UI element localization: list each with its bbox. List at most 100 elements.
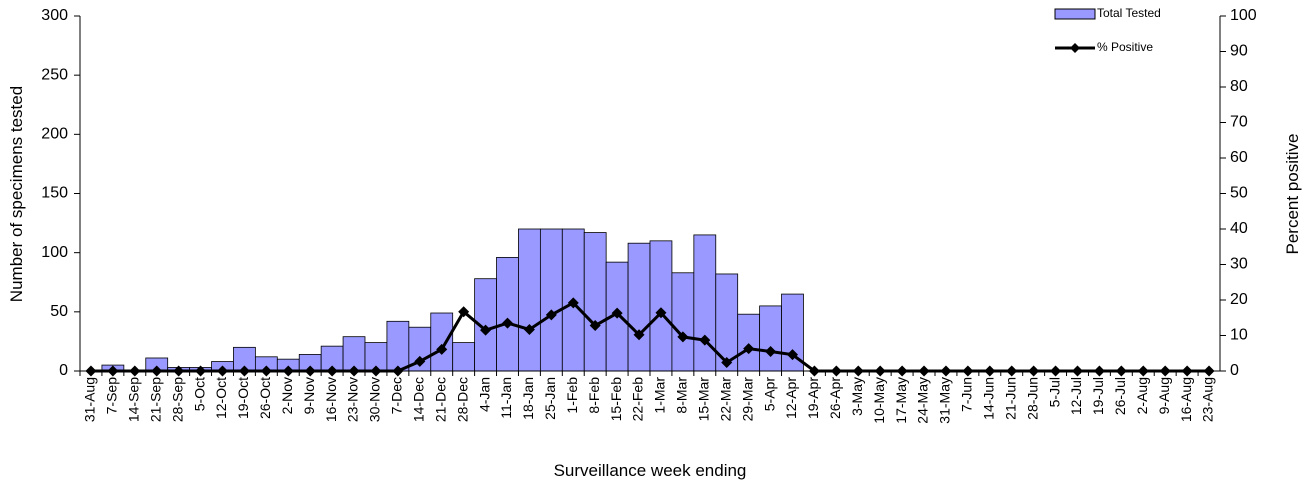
- x-tick-label: 19-Jul: [1090, 377, 1106, 415]
- y-tick-label: 50: [50, 303, 68, 320]
- x-tick-label: 2-Aug: [1134, 377, 1150, 414]
- legend-item: % Positive: [1055, 40, 1153, 54]
- x-tick-label: 21-Sep: [147, 377, 163, 422]
- bar: [627, 242, 651, 372]
- marker: [633, 329, 645, 341]
- y2-tick-label: 0: [1230, 362, 1239, 379]
- x-tick-label: 29-Mar: [739, 377, 755, 422]
- y-tick-label: 150: [41, 185, 68, 202]
- y2-tick-label: 50: [1230, 185, 1248, 202]
- x-tick-label: 18-Jan: [520, 377, 536, 420]
- legend-label: % Positive: [1097, 40, 1153, 54]
- x-tick-label: 1-Mar: [652, 377, 668, 414]
- bar: [430, 312, 454, 372]
- x-tick-label: 31-May: [937, 377, 953, 424]
- x-tick-label: 8-Feb: [586, 377, 602, 414]
- x-tick-label: 9-Aug: [1156, 377, 1172, 414]
- x-tick-label: 14-Jun: [981, 377, 997, 420]
- bar: [649, 240, 673, 372]
- y2-tick-label: 60: [1230, 149, 1248, 166]
- x-tick-label: 19-Apr: [805, 377, 821, 419]
- x-tick-label: 10-May: [871, 377, 887, 424]
- marker: [545, 309, 557, 321]
- x-tick-label: 4-Jan: [476, 377, 492, 412]
- marker: [787, 349, 798, 361]
- x-tick-label: 23-Aug: [1200, 377, 1216, 422]
- y2-tick-label: 90: [1230, 43, 1248, 60]
- y2-tick-label: 100: [1230, 7, 1257, 24]
- y-axis-title: Number of specimens tested: [7, 86, 26, 302]
- marker: [567, 297, 579, 309]
- x-tick-label: 23-Nov: [345, 377, 361, 422]
- bar: [759, 305, 782, 372]
- y2-tick-label: 70: [1230, 114, 1248, 131]
- x-tick-label: 5-Oct: [191, 377, 207, 411]
- x-tick-label: 14-Dec: [411, 377, 427, 422]
- marker: [589, 320, 601, 332]
- x-tick-label: 28-Sep: [169, 377, 185, 422]
- marker: [721, 356, 733, 368]
- marker: [655, 307, 667, 319]
- x-tick-label: 11-Jan: [498, 377, 514, 419]
- bar: [671, 272, 695, 372]
- y2-tick-label: 10: [1230, 327, 1248, 344]
- x-tick-label: 5-Apr: [761, 377, 777, 412]
- x-tick-label: 26-Jul: [1112, 377, 1128, 415]
- x-tick-label: 5-Jul: [1046, 377, 1062, 407]
- x-tick-label: 24-May: [915, 377, 931, 424]
- x-tick-label: 21-Dec: [432, 377, 448, 422]
- bar: [386, 320, 410, 372]
- y2-axis-title: Percent positive: [1283, 134, 1302, 255]
- x-tick-label: 1-Feb: [564, 377, 580, 414]
- x-tick-label: 16-Nov: [323, 377, 339, 422]
- x-tick-label: 16-Aug: [1178, 377, 1194, 422]
- marker: [523, 323, 535, 335]
- bar: [518, 228, 541, 372]
- legend-item: Total Tested: [1054, 6, 1161, 20]
- x-tick-label: 30-Nov: [367, 377, 383, 422]
- x-tick-label: 15-Feb: [608, 377, 624, 422]
- x-tick-label: 9-Nov: [301, 377, 317, 414]
- x-tick-label: 15-Mar: [696, 377, 712, 422]
- y-tick-label: 300: [41, 7, 68, 24]
- marker: [699, 334, 711, 346]
- x-tick-label: 12-Apr: [783, 377, 799, 419]
- x-tick-label: 12-Oct: [213, 377, 229, 419]
- x-tick-label: 3-May: [849, 377, 865, 416]
- x-tick-label: 14-Sep: [126, 377, 142, 422]
- marker: [436, 343, 448, 355]
- x-tick-label: 17-May: [893, 377, 909, 424]
- x-tick-label: 8-Mar: [674, 377, 690, 414]
- marker: [743, 343, 755, 355]
- x-tick-label: 22-Mar: [717, 377, 733, 422]
- x-tick-label: 31-Aug: [82, 377, 98, 422]
- y2-tick-label: 40: [1230, 220, 1248, 237]
- x-tick-label: 19-Oct: [235, 377, 251, 419]
- legend-marker: [1070, 43, 1080, 53]
- y2-tick-label: 80: [1230, 78, 1248, 95]
- x-tick-label: 7-Sep: [104, 377, 120, 415]
- x-tick-label: 7-Jun: [959, 377, 975, 412]
- y-tick-label: 250: [41, 66, 68, 83]
- marker: [458, 306, 470, 318]
- x-tick-label: 28-Dec: [454, 377, 470, 422]
- legend-label: Total Tested: [1097, 6, 1161, 20]
- marker: [502, 317, 513, 329]
- x-tick-label: 25-Jan: [542, 377, 558, 420]
- y-tick-label: 100: [41, 244, 68, 261]
- x-tick-label: 26-Apr: [827, 377, 843, 419]
- y2-tick-label: 20: [1230, 291, 1248, 308]
- marker: [765, 345, 777, 357]
- y-tick-label: 0: [59, 362, 68, 379]
- x-tick-label: 22-Feb: [630, 377, 646, 422]
- x-axis-title: Surveillance week ending: [554, 461, 747, 480]
- x-tick-label: 28-Jun: [1024, 377, 1040, 420]
- x-tick-label: 21-Jun: [1002, 377, 1018, 420]
- bar: [583, 232, 607, 372]
- marker: [677, 331, 689, 343]
- y-tick-label: 200: [41, 126, 68, 143]
- marker: [611, 307, 623, 319]
- marker: [414, 355, 426, 367]
